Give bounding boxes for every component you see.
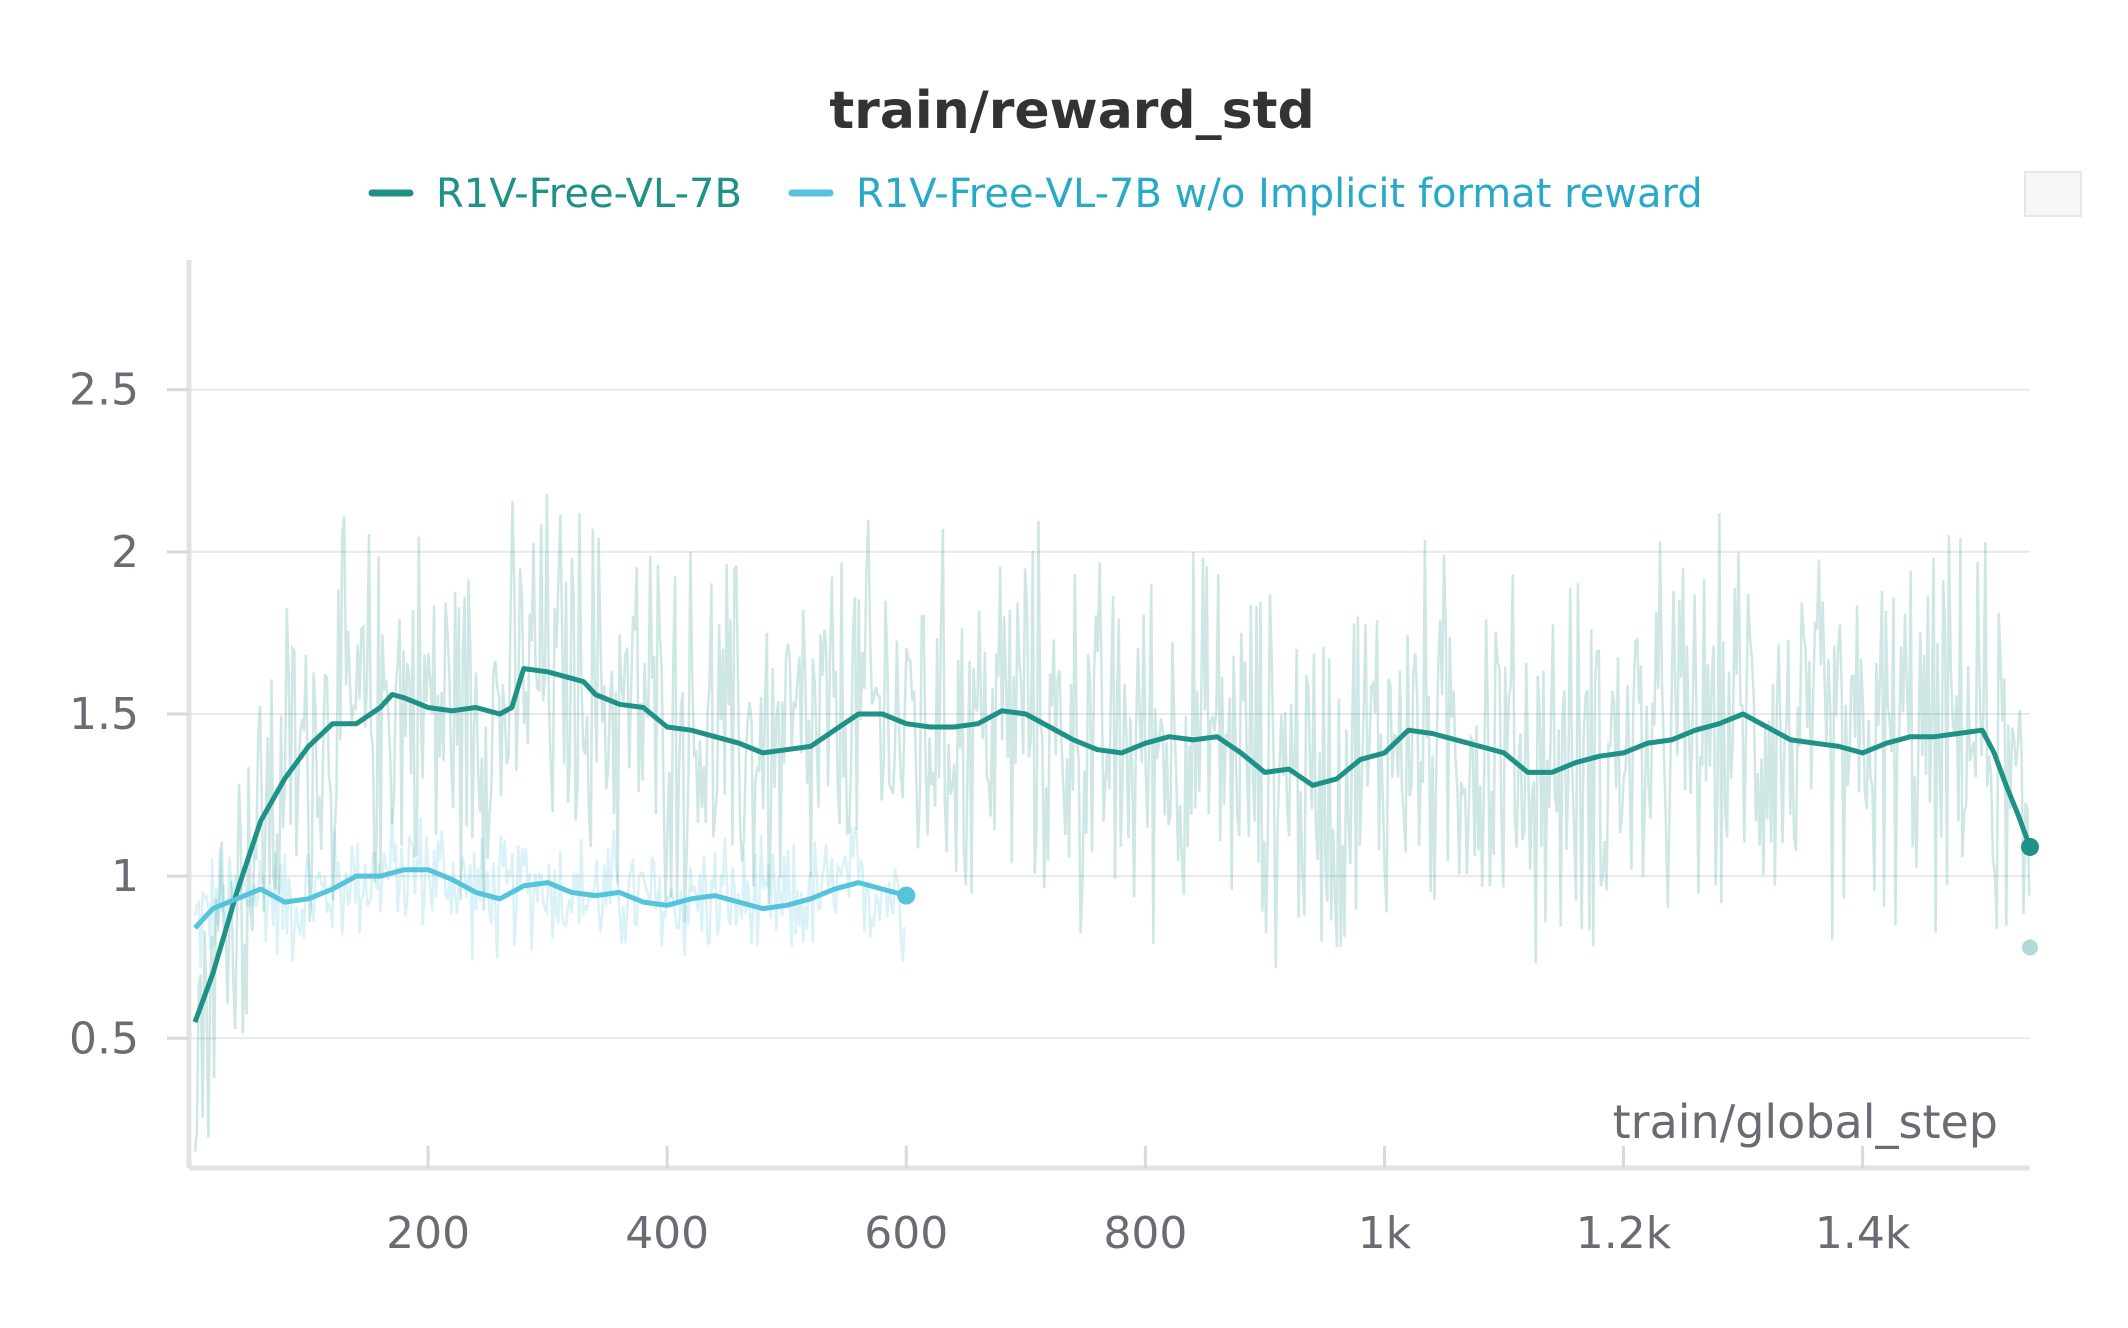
x-tick-label: 800	[1103, 1208, 1187, 1259]
x-tick-label: 1.4k	[1815, 1208, 1911, 1259]
x-tick-label: 400	[625, 1208, 709, 1259]
x-tick-label: 1.2k	[1576, 1208, 1672, 1259]
y-tick-label: 2.5	[69, 365, 139, 416]
legend-overflow-button[interactable]	[2024, 171, 2082, 217]
legend-label-r1v: R1V-Free-VL-7B	[436, 171, 742, 217]
x-tick-label: 1k	[1358, 1208, 1412, 1259]
legend-label-r1v-wo-implicit: R1V-Free-VL-7B w/o Implicit format rewar…	[856, 171, 1703, 217]
raw-end-marker	[2022, 939, 2038, 956]
y-tick-label: 2	[111, 527, 139, 578]
x-axis-label: train/global_step	[1613, 1095, 1998, 1149]
y-tick-label: 1	[111, 851, 139, 902]
series-lines	[192, 666, 2039, 1023]
series-line-0	[192, 666, 2033, 1023]
y-tick-label: 1.5	[69, 689, 139, 740]
axes	[167, 260, 2030, 1171]
y-tick-label: 0.5	[69, 1013, 139, 1064]
series-end-marker-1	[897, 886, 916, 905]
x-tick-label: 200	[386, 1208, 470, 1259]
legend: R1V-Free-VL-7B R1V-Free-VL-7B w/o Implic…	[368, 171, 1703, 217]
series-line-1	[193, 867, 907, 930]
raw-noise-0	[193, 493, 2031, 1152]
raw-noise-1	[193, 809, 906, 969]
chart-title: train/reward_std	[829, 81, 1314, 141]
raw-data-noise-band	[193, 493, 2031, 1152]
tick-labels: 200 400 600 800 1k 1.2k 1.4k 0.5 1 1.5 2 2.5	[69, 365, 1911, 1259]
series-end-marker-0	[2021, 837, 2039, 856]
x-tick-label: 600	[864, 1208, 948, 1259]
